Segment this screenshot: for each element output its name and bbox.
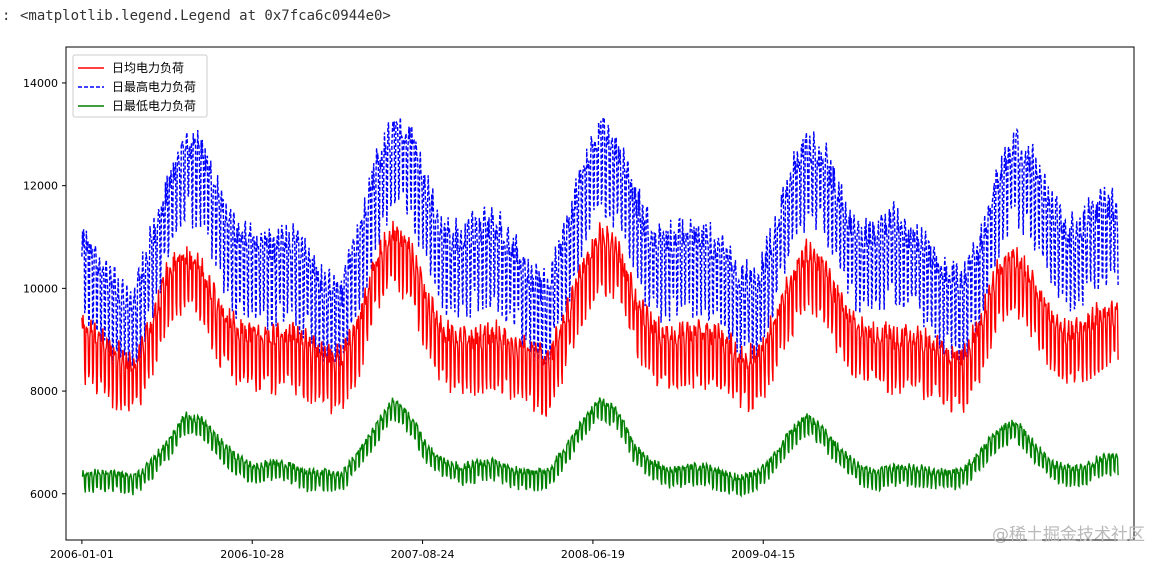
cell-prompt: : — [2, 8, 11, 24]
y-tick-label: 6000 — [30, 488, 58, 501]
y-tick-label: 12000 — [23, 180, 58, 193]
y-axis-ticks: 6000 8000 10000 12000 14000 — [23, 77, 66, 501]
y-tick-label: 14000 — [23, 77, 58, 90]
series-line — [81, 220, 1119, 417]
y-tick-label: 10000 — [23, 282, 58, 295]
legend-label: 日均电力负荷 — [112, 61, 184, 75]
x-tick-label: 2008-06-19 — [561, 548, 625, 561]
x-tick-label: 2007-08-24 — [391, 548, 455, 561]
plot-area: 6000 8000 10000 12000 14000 2006-01-01 2006-1… — [23, 46, 1135, 561]
x-tick-label: 2006-01-01 — [50, 548, 114, 561]
axes-frame — [65, 46, 1135, 541]
x-tick-label: 2009-04-15 — [731, 548, 795, 561]
x-axis-ticks: 2006-01-01 2006-10-28 2007-08-24 2008-06-19… — [50, 540, 795, 561]
legend-label: 日最高电力负荷 — [112, 79, 196, 94]
series-line — [81, 117, 1119, 370]
x-tick-label: 2006-10-28 — [220, 548, 284, 561]
y-tick-label: 8000 — [30, 385, 58, 398]
cell-output-text: <matplotlib.legend.Legend at 0x7fca6c094… — [20, 8, 391, 24]
legend-label: 日最低电力负荷 — [112, 99, 196, 113]
series-line — [81, 397, 1119, 498]
legend-box — [72, 54, 208, 118]
watermark: @稀土掘金技术社区 — [992, 525, 1145, 545]
series-layer — [81, 117, 1119, 498]
